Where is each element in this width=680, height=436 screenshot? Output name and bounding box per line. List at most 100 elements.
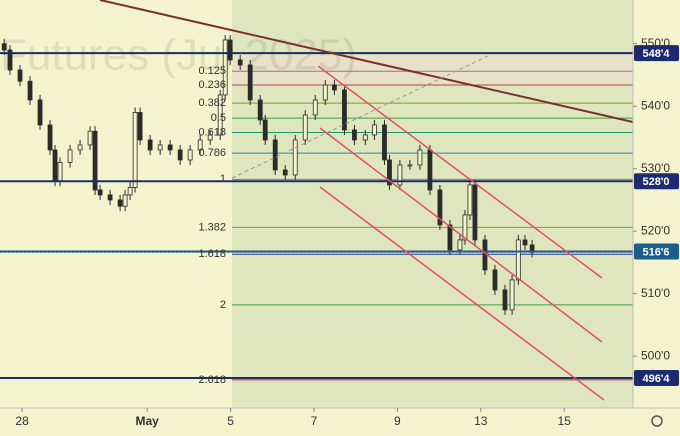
candle-body [382, 124, 387, 161]
candle-body [7, 49, 13, 71]
x-tick-label: 15 [558, 414, 572, 428]
candle-body [509, 279, 515, 311]
candle-body [332, 84, 337, 91]
fib-label: 2.618 [198, 374, 226, 386]
candle-body [447, 224, 453, 251]
fib-label: 0.125 [198, 65, 226, 77]
candle-body [322, 84, 328, 101]
candle-body [147, 139, 153, 151]
candle-body [457, 239, 463, 251]
x-tick-label: 7 [311, 414, 318, 428]
candle-body [262, 119, 268, 141]
fib-base-line [231, 54, 491, 179]
candle-body [502, 289, 508, 311]
candle-body [57, 162, 63, 182]
x-tick-label: 5 [227, 414, 234, 428]
candle-body [292, 139, 298, 176]
candle-body [177, 149, 183, 161]
candle-body [362, 134, 368, 141]
price-label-box [634, 45, 679, 62]
candle-body [47, 124, 53, 151]
candle-body [107, 194, 113, 201]
candle-body [207, 134, 213, 141]
price-label-box [634, 173, 679, 190]
candle-body [272, 139, 278, 171]
candle-body [117, 199, 123, 207]
y-tick-label: 500'0 [641, 348, 670, 362]
candle-body [1, 43, 7, 51]
fib-label: 0.236 [198, 79, 226, 91]
channel-line [319, 186, 605, 401]
y-tick-label: 540'0 [641, 98, 670, 112]
fib-label: 1.618 [198, 248, 226, 260]
x-tick-label: 28 [15, 414, 29, 428]
price-label: 496'4 [642, 373, 670, 385]
candle-body [67, 149, 73, 163]
candle-body [427, 149, 433, 191]
candle-body [217, 94, 223, 136]
drawings [99, 0, 633, 401]
fib-label: 1.382 [198, 221, 226, 233]
candle-body [515, 239, 521, 281]
candle-body [197, 139, 203, 151]
candle-body [97, 189, 103, 196]
candle-body [122, 194, 128, 207]
fib-label: 0.618 [198, 126, 226, 138]
trend-line [99, 0, 633, 123]
candle-body [132, 112, 138, 188]
candle-body [522, 239, 528, 246]
candle-body [247, 64, 253, 101]
candle-body [492, 269, 498, 291]
x-tick-label: 13 [474, 414, 488, 428]
fib-label: 0.5 [211, 112, 226, 124]
candle-body [77, 144, 83, 151]
candle-body [302, 114, 308, 141]
y-tick-label: 510'0 [641, 286, 670, 300]
candle-body [52, 149, 58, 182]
candle-body [237, 59, 243, 66]
candle-body [352, 129, 357, 141]
channel-line [319, 127, 603, 343]
candle-body [37, 99, 43, 126]
candle-body [467, 184, 473, 216]
plot [0, 34, 633, 381]
candle-body [312, 99, 318, 116]
settings-icon[interactable] [651, 415, 663, 427]
candle-body [157, 144, 163, 151]
watermark: Futures (Jul 2025) [0, 31, 357, 80]
candle-body [187, 149, 193, 161]
candle-body [227, 39, 233, 61]
candle-body [397, 164, 403, 186]
price-label: 516'6 [642, 246, 669, 258]
channel-line [317, 65, 603, 279]
x-tick-label: 9 [394, 414, 401, 428]
candle-body [462, 214, 468, 241]
candle-body [372, 124, 377, 136]
candle-body [472, 184, 478, 241]
candle-body [222, 39, 228, 96]
candle-body [282, 169, 288, 176]
candle-body [257, 99, 263, 121]
candle-body [137, 112, 143, 141]
fib-label: 1 [220, 173, 226, 185]
candle-body [127, 187, 133, 196]
candle-body [417, 149, 423, 166]
price-label: 528'0 [642, 176, 669, 188]
fib-label: 0.382 [198, 97, 226, 109]
fib-label: 2 [220, 299, 226, 311]
candle-body [437, 189, 443, 226]
y-tick-label: 520'0 [641, 223, 670, 237]
candle-body [387, 159, 392, 186]
y-tick-label: 530'0 [641, 161, 670, 175]
candle-body [27, 80, 33, 101]
candle-body [167, 144, 173, 151]
price-label-box [634, 370, 679, 387]
candle-body [407, 164, 413, 167]
fib-top-band [232, 55, 633, 85]
y-axis-area [633, 0, 680, 436]
fib-label: 0.786 [198, 147, 226, 159]
candle-body [342, 89, 347, 131]
candle-body [92, 130, 98, 191]
candle-body [17, 69, 23, 82]
